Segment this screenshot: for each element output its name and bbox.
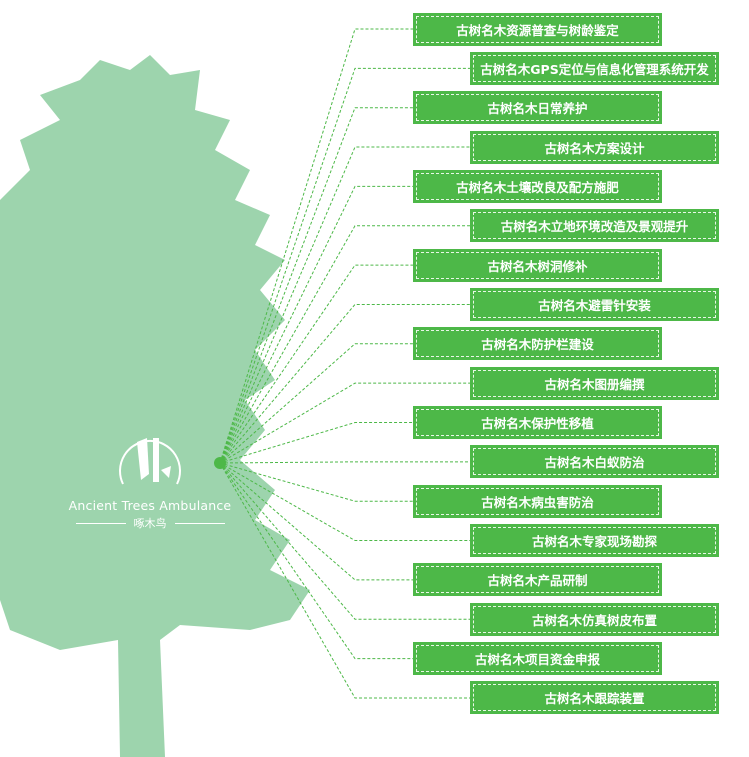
- connector-line: [219, 462, 470, 620]
- connector-line: [219, 67, 470, 464]
- connector-line: [219, 28, 413, 464]
- service-box: 古树名木防护栏建设: [413, 327, 662, 361]
- service-box: 古树名木仿真树皮布置: [470, 602, 719, 636]
- service-label: 古树名木日常养护: [416, 94, 659, 122]
- service-box: 古树名木白蚁防治: [470, 445, 719, 479]
- connector-line: [219, 146, 470, 464]
- service-box: 古树名木土壤改良及配方施肥: [413, 169, 662, 203]
- service-box: 古树名木产品研制: [413, 563, 662, 597]
- service-box: 古树名木专家现场勘探: [470, 524, 719, 558]
- service-label: 古树名木方案设计: [473, 133, 716, 161]
- connector-line: [219, 422, 413, 464]
- connector-lines: [219, 28, 470, 699]
- logo-english-name: Ancient Trees Ambulance: [68, 498, 232, 513]
- service-label: 古树名木图册编撰: [473, 369, 716, 397]
- connector-line: [219, 185, 413, 464]
- connector-line: [219, 462, 413, 660]
- service-box: 古树名木保护性移植: [413, 406, 662, 439]
- service-box: 古树名木图册编撰: [470, 366, 719, 400]
- connector-line: [219, 462, 470, 699]
- service-label: 古树名木避雷针安装: [473, 290, 716, 318]
- service-label: 古树名木项目资金申报: [416, 645, 659, 673]
- logo-chinese-name: 啄木鸟: [133, 517, 167, 530]
- service-label: 古树名木产品研制: [416, 566, 659, 594]
- logo: Ancient Trees Ambulance 啄木鸟: [62, 424, 238, 531]
- service-label: 古树名木树洞修补: [416, 251, 659, 279]
- connector-line: [219, 462, 413, 581]
- tree-shape: [0, 55, 310, 757]
- service-box: 古树名木资源普查与树龄鉴定: [413, 12, 662, 46]
- service-label: 古树名木专家现场勘探: [473, 527, 716, 555]
- connector-line: [219, 343, 413, 464]
- service-label: 古树名木GPS定位与信息化管理系统开发: [473, 54, 716, 82]
- service-label: 古树名木病虫害防治: [416, 487, 659, 515]
- service-label: 古树名木跟踪装置: [473, 684, 716, 712]
- service-box: 古树名木跟踪装置: [470, 681, 719, 715]
- service-box: 古树名木项目资金申报: [413, 642, 662, 676]
- service-box: 古树名木日常养护: [413, 91, 662, 125]
- service-box: 古树名木立地环境改造及景观提升: [470, 209, 719, 243]
- service-label: 古树名木立地环境改造及景观提升: [473, 212, 716, 240]
- service-label: 古树名木白蚁防治: [473, 448, 716, 476]
- connector-line: [219, 462, 413, 502]
- service-box: 古树名木树洞修补: [413, 248, 662, 282]
- service-label: 古树名木保护性移植: [416, 409, 659, 436]
- service-label: 古树名木土壤改良及配方施肥: [416, 172, 659, 200]
- hub-dot: [214, 457, 226, 469]
- service-box: 古树名木病虫害防治: [413, 484, 662, 518]
- connector-line: [219, 107, 413, 464]
- service-label: 古树名木资源普查与树龄鉴定: [416, 15, 659, 43]
- connector-line: [219, 461, 470, 464]
- service-box: 古树名木GPS定位与信息化管理系统开发: [470, 51, 719, 85]
- service-box: 古树名木方案设计: [470, 130, 719, 164]
- service-label: 古树名木防护栏建设: [416, 330, 659, 358]
- service-label: 古树名木仿真树皮布置: [473, 605, 716, 633]
- woodpecker-logo-icon: [119, 438, 181, 485]
- service-box: 古树名木避雷针安装: [470, 287, 719, 321]
- connector-line: [219, 382, 470, 464]
- connector-line: [219, 462, 470, 542]
- connector-line: [219, 225, 470, 464]
